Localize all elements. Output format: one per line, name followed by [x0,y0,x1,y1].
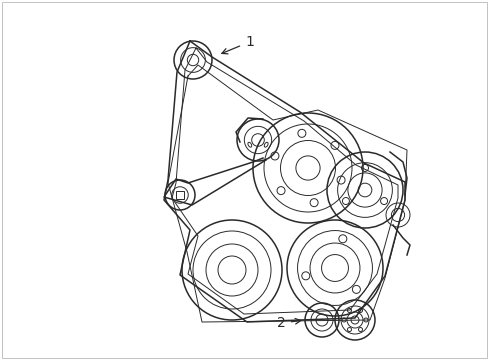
Bar [176,191,183,199]
Text: 1: 1 [222,35,253,54]
Text: 2: 2 [276,316,300,330]
